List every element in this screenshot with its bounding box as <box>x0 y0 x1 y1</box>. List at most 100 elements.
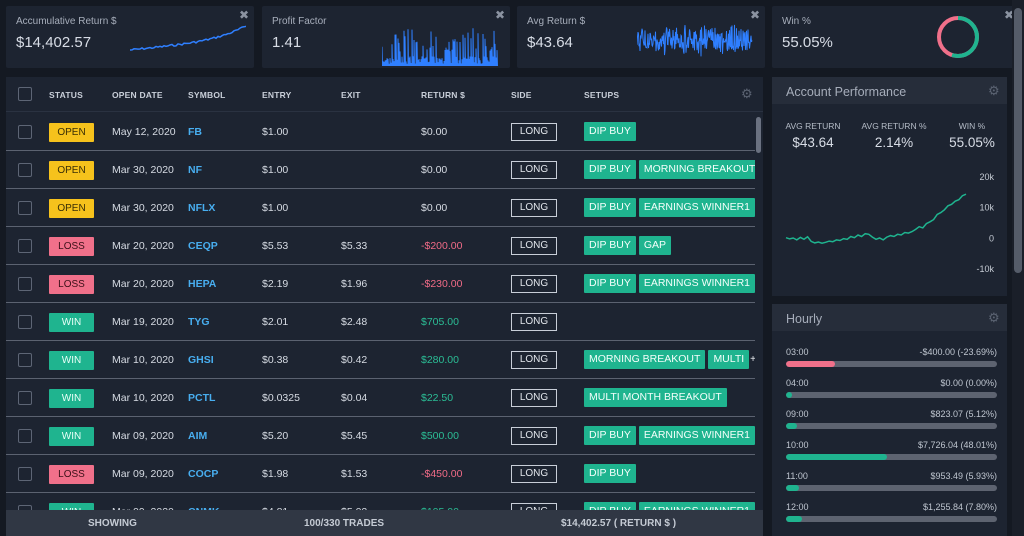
symbol-link[interactable]: PCTL <box>188 392 216 404</box>
setup-tag[interactable]: EARNINGS WINNER1 <box>638 198 756 217</box>
symbol-link[interactable]: FB <box>188 126 202 138</box>
table-row[interactable]: OPEN Mar 30, 2020 NFLX $1.00 $0.00 LONG DIP BU… <box>6 189 756 227</box>
entry-price: $0.38 <box>262 354 289 366</box>
row-checkbox[interactable] <box>18 277 32 291</box>
table-row[interactable]: LOSS Mar 20, 2020 CEQP $5.53 $5.33 -$200.00 LO… <box>6 227 755 265</box>
entry-price: $2.19 <box>262 278 289 290</box>
close-icon[interactable]: ✖ <box>1003 8 1014 22</box>
hour-bar-fill <box>786 361 835 367</box>
setup-tag[interactable]: EARNINGS WINNER1 <box>638 274 756 293</box>
return-value: -$450.00 <box>421 468 463 480</box>
setup-tag[interactable]: DIP BUY <box>584 122 636 141</box>
table-row[interactable]: WIN Mar 10, 2020 PCTL $0.0325 $0.04 $22.50 LON… <box>6 379 755 417</box>
close-icon[interactable]: ✖ <box>494 8 505 22</box>
table-scrollbar-track[interactable] <box>755 113 763 536</box>
gear-icon[interactable]: ⚙ <box>741 86 753 101</box>
side-badge: LONG <box>511 313 557 331</box>
symbol-link[interactable]: CEQP <box>188 240 218 252</box>
col-entry[interactable]: ENTRY <box>262 90 292 100</box>
status-badge: OPEN <box>49 199 94 218</box>
footer-total-return: $14,402.57 ( RETURN $ ) <box>561 518 677 529</box>
status-badge: OPEN <box>49 123 94 142</box>
page-scrollbar-thumb[interactable] <box>1014 8 1022 273</box>
table-row[interactable]: OPEN May 12, 2020 FB $1.00 $0.00 LONG DIP BUY <box>6 113 755 151</box>
symbol-link[interactable]: NF <box>188 164 202 176</box>
symbol-link[interactable]: HEPA <box>188 278 217 290</box>
setup-tag[interactable]: DIP BUY <box>584 274 636 293</box>
col-status[interactable]: STATUS <box>49 90 83 100</box>
col-setups[interactable]: SETUPS <box>584 90 620 100</box>
row-checkbox[interactable] <box>18 125 32 139</box>
col-exit[interactable]: EXIT <box>341 90 361 100</box>
y-tick-label: 0 <box>989 233 994 243</box>
panel-header <box>772 304 1007 331</box>
table-row[interactable]: WIN Mar 09, 2020 AIM $5.20 $5.45 $500.00 LONG D… <box>6 417 756 455</box>
col-return[interactable]: RETURN $ <box>421 90 466 100</box>
return-value: $500.00 <box>421 430 459 442</box>
col-symbol[interactable]: SYMBOL <box>188 90 226 100</box>
symbol-link[interactable]: TYG <box>188 316 210 328</box>
table-scrollbar-thumb[interactable] <box>756 117 761 153</box>
row-checkbox[interactable] <box>18 353 32 367</box>
table-row[interactable]: WIN Mar 10, 2020 GHSI $0.38 $0.42 $280.00 LONG… <box>6 341 763 379</box>
hour-value: $7,726.04 (48.01%) <box>917 440 997 450</box>
win-percent-card: Win % 55.05% ✖ <box>772 6 1019 68</box>
hourly-panel: Hourly ⚙ 03:00 -$400.00 (-23.69%) 04:00 $0.… <box>772 304 1007 536</box>
setup-tag[interactable]: MORNING BREAKOUT <box>638 160 761 179</box>
setup-tag[interactable]: MULTI MONTH BREAKOUT <box>584 388 727 407</box>
symbol-link[interactable]: GHSI <box>188 354 214 366</box>
col-side[interactable]: SIDE <box>511 90 532 100</box>
close-icon[interactable]: ✖ <box>238 8 249 22</box>
setup-tags: DIP BUY <box>584 122 639 142</box>
status-badge: LOSS <box>49 237 94 256</box>
row-checkbox[interactable] <box>18 467 32 481</box>
row-checkbox[interactable] <box>18 239 32 253</box>
setup-tag[interactable]: DIP BUY <box>584 198 636 217</box>
table-row[interactable]: WIN Mar 19, 2020 TYG $2.01 $2.48 $705.00 LONG <box>6 303 755 341</box>
hour-bar-fill <box>786 516 803 522</box>
setup-tag[interactable]: MULTI <box>708 350 750 369</box>
avg-return-value: $43.64 <box>792 135 834 150</box>
status-badge: OPEN <box>49 161 94 180</box>
close-icon[interactable]: ✖ <box>749 8 760 22</box>
symbol-link[interactable]: COCP <box>188 468 219 480</box>
entry-price: $0.0325 <box>262 392 300 404</box>
col-open-date[interactable]: OPEN DATE <box>112 90 163 100</box>
row-checkbox[interactable] <box>18 201 32 215</box>
entry-price: $1.00 <box>262 126 289 138</box>
gear-icon[interactable]: ⚙ <box>988 310 1000 325</box>
profit-factor-sparkline <box>382 28 498 66</box>
hour-label: 12:00 <box>786 502 809 512</box>
select-all-checkbox[interactable] <box>18 87 32 101</box>
setup-tag[interactable]: MORNING BREAKOUT <box>584 350 706 369</box>
entry-price: $2.01 <box>262 316 289 328</box>
setup-tag[interactable]: DIP BUY <box>584 160 636 179</box>
exit-price: $0.42 <box>341 354 368 366</box>
table-row[interactable]: OPEN Mar 30, 2020 NF $1.00 $0.00 LONG DIP BUY M… <box>6 151 761 189</box>
win-percent-donut <box>937 16 979 58</box>
table-row[interactable]: LOSS Mar 20, 2020 HEPA $2.19 $1.96 -$230.00 LO… <box>6 265 758 303</box>
hour-label: 03:00 <box>786 347 809 357</box>
gear-icon[interactable]: ⚙ <box>988 83 1000 98</box>
status-badge: WIN <box>49 427 94 446</box>
row-checkbox[interactable] <box>18 315 32 329</box>
setup-tag[interactable]: DIP BUY <box>584 464 636 483</box>
hour-bar-track <box>786 423 997 429</box>
row-checkbox[interactable] <box>18 163 32 177</box>
row-checkbox[interactable] <box>18 429 32 443</box>
setup-tag[interactable]: DIP BUY <box>584 236 636 255</box>
setup-tag[interactable]: EARNINGS WINNER1 <box>638 426 756 445</box>
open-date: Mar 09, 2020 <box>112 430 174 442</box>
symbol-link[interactable]: NFLX <box>188 202 216 214</box>
table-row[interactable]: LOSS Mar 09, 2020 COCP $1.98 $1.53 -$450.00 LO… <box>6 455 755 493</box>
setup-tag[interactable]: GAP <box>638 236 672 255</box>
open-date: Mar 10, 2020 <box>112 354 174 366</box>
symbol-link[interactable]: AIM <box>188 430 208 442</box>
card-value: $14,402.57 <box>16 34 92 51</box>
hour-bar-fill <box>786 423 797 429</box>
row-checkbox[interactable] <box>18 391 32 405</box>
win-percent-value: 55.05% <box>949 135 995 150</box>
setup-tag[interactable]: DIP BUY <box>584 426 636 445</box>
